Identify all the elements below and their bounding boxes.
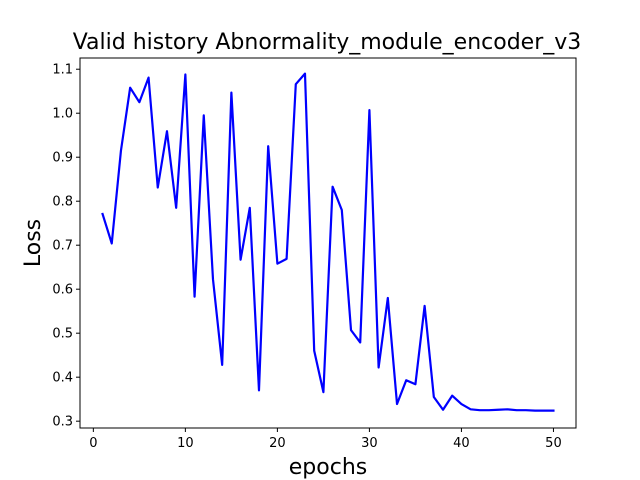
x-tick-label: 20 (269, 436, 286, 451)
y-tick-label: 1.1 (52, 63, 73, 78)
series-layer (101, 72, 555, 412)
y-tick-label: 0.3 (52, 415, 73, 430)
x-axis: 0 10 20 30 40 50 (89, 428, 562, 451)
y-tick-label: 0.4 (52, 371, 73, 386)
y-tick-label: 0.6 (52, 283, 73, 298)
y-tick-label: 0.5 (52, 327, 73, 342)
x-tick-label: 0 (89, 436, 97, 451)
y-axis-title: Loss (21, 219, 46, 267)
x-tick-label: 30 (361, 436, 378, 451)
y-tick-label: 1.0 (52, 107, 73, 122)
x-tick-label: 10 (177, 436, 194, 451)
x-tick-label: 40 (453, 436, 470, 451)
y-tick-label: 0.8 (52, 195, 73, 210)
loss-series-line (101, 72, 555, 412)
x-tick-label: 50 (545, 436, 562, 451)
y-axis: 0.3 0.4 0.5 0.6 0.7 0.8 0.9 1.0 1.1 (52, 63, 80, 430)
x-axis-title: epochs (289, 455, 367, 480)
y-tick-label: 0.9 (52, 151, 73, 166)
plot-area-frame (79, 57, 577, 429)
chart-title: Valid history Abnormality_module_encoder… (73, 30, 582, 55)
y-tick-label: 0.7 (52, 239, 73, 254)
